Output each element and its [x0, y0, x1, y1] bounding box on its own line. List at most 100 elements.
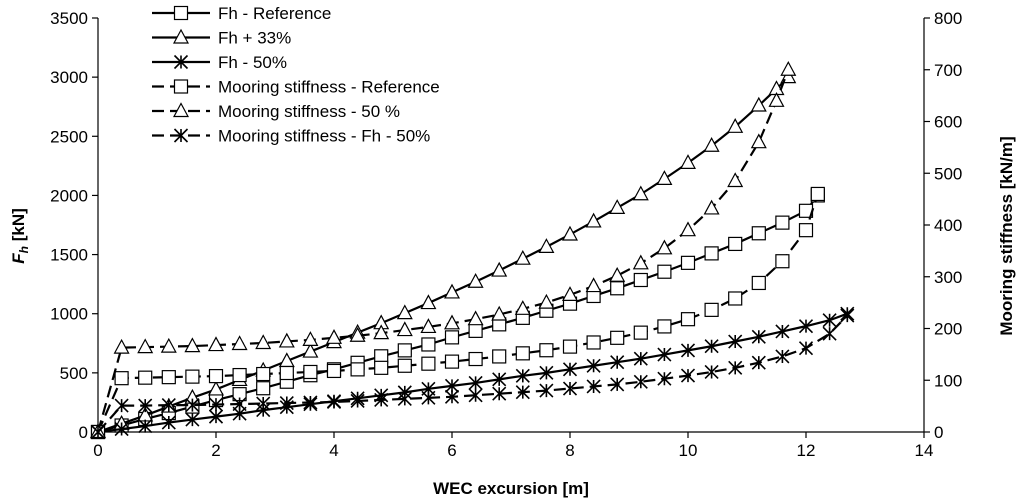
series-4-square-marker: [374, 360, 389, 375]
series-3-asterisk-marker: [562, 362, 578, 377]
series-5-triangle-marker: [420, 318, 437, 334]
series-2-triangle-marker: [443, 283, 461, 299]
series-5-triangle-marker: [727, 172, 744, 188]
series-2-triangle-marker: [703, 136, 720, 152]
series-5-triangle-marker: [656, 239, 673, 255]
series-5-triangle-marker: [207, 336, 225, 352]
x-tick-label: 4: [329, 441, 338, 460]
series-3-asterisk-marker: [680, 343, 696, 358]
series-5-triangle-marker: [231, 335, 248, 351]
series-1-square-marker: [421, 337, 436, 352]
series-6-asterisk-marker: [728, 360, 743, 375]
series-2-triangle-marker: [491, 261, 508, 277]
series-5-triangle-marker: [396, 321, 413, 337]
series-4-square-marker: [610, 330, 625, 345]
series-5-triangle-marker: [679, 221, 697, 237]
series-3-asterisk-marker: [798, 319, 814, 334]
series-2-triangle-marker: [302, 342, 319, 358]
series-6-asterisk-marker: [657, 371, 672, 386]
series-4-square-marker: [704, 302, 719, 317]
series-1-square-marker: [728, 236, 743, 252]
series-5-triangle-marker: [703, 199, 720, 215]
series-5-triangle-marker: [768, 92, 785, 107]
series-1-square-marker: [775, 215, 790, 230]
series-6-asterisk-marker: [610, 377, 625, 392]
legend: Fh - Reference Fh + 33% Fh - 50% Mooring st…: [152, 4, 440, 146]
series-4-square-marker: [138, 370, 153, 385]
series-5-triangle-marker: [561, 286, 579, 301]
series-5: [89, 60, 797, 439]
series-4-square-marker: [161, 370, 176, 385]
series-4-square-marker: [728, 291, 743, 306]
series-1-square-marker: [397, 343, 412, 358]
y-tick-label: 500: [60, 364, 88, 383]
series-4-square-marker: [657, 319, 672, 334]
series-4: [90, 186, 825, 440]
y-tick-label: 0: [79, 423, 88, 442]
y2-tick-label: 100: [934, 371, 962, 390]
series-4-square-marker: [798, 223, 814, 238]
y-tick-label: 3000: [50, 68, 88, 87]
legend-entry: Fh - Reference: [152, 4, 331, 23]
series-4-square-marker: [586, 335, 601, 350]
legend-entry: Mooring stiffness - 50 %: [152, 102, 400, 121]
series-3-asterisk-marker: [161, 415, 176, 430]
series-6: [90, 308, 855, 440]
axes: 0 2 4 6 8 10 12 1405001000150020002500300035000…: [50, 9, 962, 460]
y2-tick-label: 600: [934, 113, 962, 132]
series-4-square-marker: [810, 186, 825, 202]
y-tick-label: 1500: [50, 246, 88, 265]
series-3-asterisk-marker: [492, 372, 507, 387]
series-4-square-marker: [680, 312, 696, 327]
series-3-asterisk-marker: [633, 351, 648, 366]
series-6-asterisk-marker: [326, 394, 342, 410]
series-3-asterisk-marker: [515, 368, 530, 383]
series-3-asterisk-marker: [751, 329, 766, 344]
series-6-asterisk-marker: [704, 364, 719, 380]
x-axis-title: WEC excursion [m]: [433, 479, 589, 498]
series-3-asterisk-marker: [444, 378, 460, 393]
y2-axis-title: Mooring stiffness [kN/m]: [997, 136, 1016, 335]
series-5-triangle-marker: [538, 293, 555, 309]
series-layer: [89, 60, 855, 440]
y-axis-title-sub: h: [17, 246, 31, 253]
series-3-asterisk-marker: [610, 355, 625, 370]
series-5-triangle-marker: [491, 305, 508, 321]
x-tick-label: 8: [565, 441, 574, 460]
series-2-triangle-marker: [750, 96, 767, 112]
series-1-square-marker: [657, 264, 672, 279]
series-2-triangle-marker: [609, 199, 626, 214]
series-6-asterisk-marker: [421, 390, 436, 405]
series-1-square-marker: [751, 226, 766, 241]
series-4-square-marker: [539, 343, 554, 358]
x-tick-label: 6: [447, 441, 456, 460]
series-5-triangle-marker: [780, 60, 797, 76]
series-5-triangle-marker: [750, 133, 767, 149]
series-6-asterisk-marker: [397, 391, 412, 406]
legend-square-marker: [173, 79, 189, 94]
series-6-asterisk-marker: [775, 349, 790, 364]
series-1-square-marker: [610, 281, 625, 296]
series-3-asterisk-marker: [468, 375, 483, 390]
series-2-triangle-marker: [467, 273, 484, 288]
series-5-triangle-marker: [609, 266, 626, 282]
series-6-asterisk-marker: [208, 397, 224, 412]
series-6-asterisk-marker: [468, 388, 483, 403]
x-tick-label: 14: [915, 441, 934, 460]
y2-tick-label: 200: [934, 320, 962, 339]
series-5-triangle-marker: [184, 337, 201, 353]
series-6-asterisk-marker: [515, 385, 530, 400]
y-axis-title-main: F: [9, 253, 28, 264]
series-5-triangle-marker: [632, 254, 649, 270]
series-6-asterisk-marker: [539, 383, 554, 398]
y2-tick-label: 400: [934, 216, 962, 235]
series-4-square-marker: [256, 366, 271, 382]
y-axis-title: Fh [kN]: [9, 208, 31, 264]
series-3-asterisk-marker: [775, 324, 790, 339]
series-5-triangle-marker: [585, 277, 602, 293]
series-5-triangle-marker: [278, 332, 295, 348]
y-tick-label: 2000: [50, 186, 88, 205]
series-6-asterisk-marker: [303, 395, 318, 410]
series-3-asterisk-marker: [822, 313, 837, 328]
